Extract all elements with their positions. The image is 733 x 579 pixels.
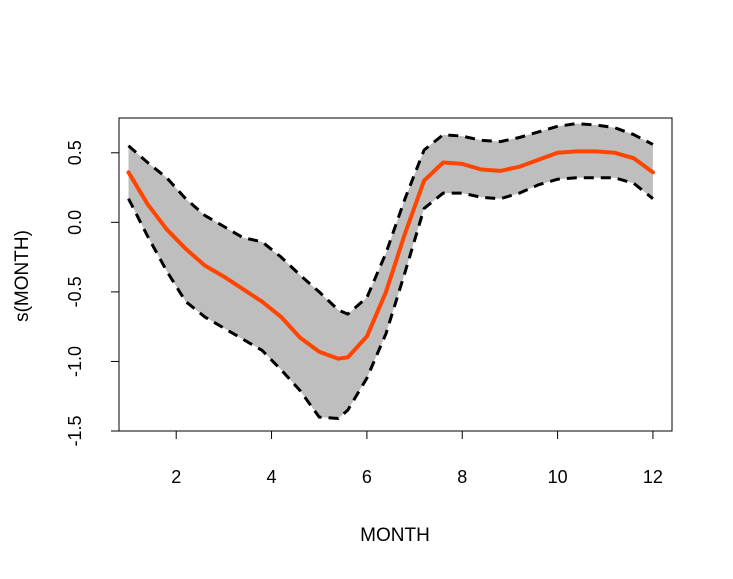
y-tick-label: -1.5	[65, 415, 85, 446]
y-tick-label: 0.5	[65, 140, 85, 165]
y-tick-label: -0.5	[65, 276, 85, 307]
x-axis: 2 4 6 8 10 12	[171, 430, 663, 487]
x-tick-label: 4	[267, 467, 277, 487]
confidence-bounds-layer	[127, 122, 654, 420]
y-tick-label: -1.0	[65, 346, 85, 377]
x-tick-label: 12	[643, 467, 663, 487]
lower-bound-line	[127, 176, 654, 420]
fitted-line-layer	[126, 149, 655, 361]
y-tick-label: 0.0	[65, 210, 85, 235]
x-axis-label: MONTH	[360, 525, 430, 546]
y-axis: -1.5 -1.0 -0.5 0.0 0.5	[65, 140, 120, 447]
fitted-line	[126, 149, 655, 361]
y-axis-label: s(MONTH)	[12, 230, 33, 322]
x-tick-label: 2	[171, 467, 181, 487]
x-tick-label: 10	[548, 467, 568, 487]
x-tick-label: 6	[362, 467, 372, 487]
x-tick-label: 8	[457, 467, 467, 487]
